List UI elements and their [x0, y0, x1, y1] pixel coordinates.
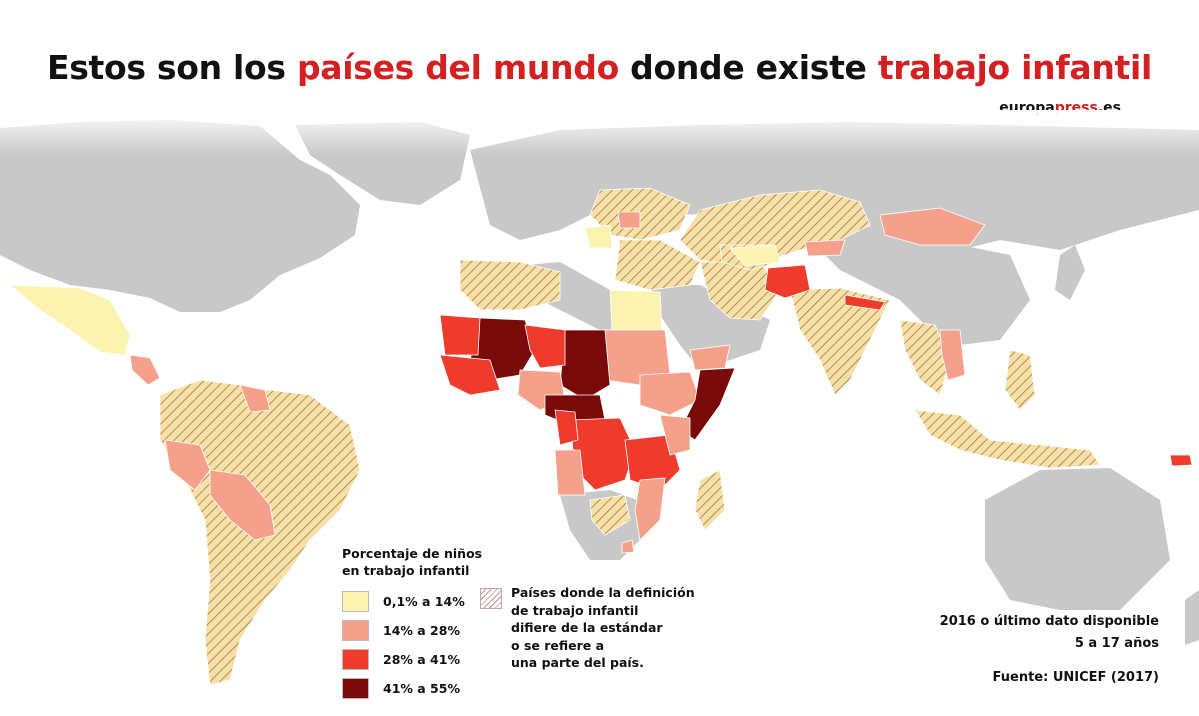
country-tanzania [624, 434, 681, 491]
country-mexico [8, 284, 131, 356]
country-afghanistan [764, 264, 811, 299]
country-mozambique [634, 477, 666, 541]
legend-item-low: 0,1% a 14% [342, 590, 465, 612]
note-source: Fuente: UNICEF (2017) [992, 670, 1159, 685]
country-mongolia [879, 207, 986, 246]
title-text-1: Estos son los [46, 48, 297, 87]
region-southeast-asia [899, 319, 951, 396]
country-mauritania [439, 314, 481, 356]
hatch-line-3: difiere de la estándar [511, 620, 663, 635]
land-australia [985, 468, 1170, 610]
legend-title-line-2: en trabajo infantil [342, 563, 470, 578]
country-europe-yellow [584, 224, 613, 249]
note-date: 2016 o último dato disponible [939, 614, 1159, 629]
legend-item-very-high: 41% a 55% [342, 677, 460, 699]
title-highlight-1: países del mundo [296, 48, 619, 87]
country-niger [524, 324, 566, 369]
region-madagascar [694, 469, 726, 531]
legend-title: Porcentaje de niños en trabajo infantil [342, 545, 512, 579]
legend-swatch-very-high [342, 677, 369, 699]
country-kenya [659, 414, 691, 456]
region-north-africa [459, 259, 561, 311]
country-swaziland [621, 539, 635, 554]
note-ages: 5 a 17 años [1074, 636, 1159, 651]
legend-hatch-swatch [480, 588, 502, 609]
country-ukraine-area [617, 211, 641, 229]
country-nepal [844, 294, 886, 311]
country-eritrea-yemen [689, 344, 731, 371]
region-zambia [589, 494, 631, 536]
colored-countries [8, 207, 1193, 554]
top-fade [0, 110, 1199, 155]
hatch-line-4: o se refiere a [511, 637, 605, 653]
region-philippines [1004, 349, 1036, 411]
land-north-america [0, 120, 360, 312]
legend-item-high: 28% a 41% [342, 648, 460, 670]
legend-label-high: 28% a 41% [383, 651, 460, 667]
country-vietnam [939, 329, 966, 381]
region-indonesia [914, 409, 1101, 469]
country-egypt [609, 289, 663, 331]
legend-swatch-low [342, 590, 369, 612]
legend-label-low: 0,1% a 14% [383, 593, 465, 609]
land-japan [1055, 245, 1085, 300]
title-text-2: donde existe [618, 48, 878, 87]
legend-item-medium: 14% a 28% [342, 619, 460, 641]
map-title: Estos son los países del mundo donde exi… [0, 48, 1199, 87]
country-central-america [129, 354, 161, 386]
country-kazakhstan-yellow [729, 244, 781, 267]
legend-title-line-1: Porcentaje de niños [342, 546, 483, 561]
land-new-zealand [1185, 590, 1199, 645]
hatch-line-2: de trabajo infantil [511, 602, 639, 618]
country-papua-islands [1169, 454, 1193, 467]
country-cameroon [554, 409, 579, 446]
country-somalia [679, 367, 736, 441]
legend-label-medium: 14% a 28% [383, 622, 460, 638]
country-gabon-congo [554, 449, 586, 496]
hatch-line-5: una parte del país. [511, 655, 644, 670]
legend-swatch-high [342, 648, 369, 670]
country-bolivia-paraguay [209, 469, 276, 541]
region-india [789, 287, 891, 396]
title-highlight-2: trabajo infantil [877, 48, 1153, 87]
country-venezuela [239, 384, 271, 413]
country-chad [559, 329, 611, 401]
legend-label-very-high: 41% a 55% [383, 680, 460, 696]
country-peru [164, 439, 211, 491]
land-china [820, 225, 1030, 345]
country-ethiopia [639, 371, 701, 416]
country-west-africa [439, 354, 501, 396]
legend-hatch-text: Países donde la definición de trabajo in… [511, 584, 711, 672]
region-middle-east [614, 239, 701, 291]
legend-swatch-medium [342, 619, 369, 641]
hatch-line-1: Países donde la definición [511, 585, 695, 600]
country-kyrgyzstan [804, 239, 846, 257]
